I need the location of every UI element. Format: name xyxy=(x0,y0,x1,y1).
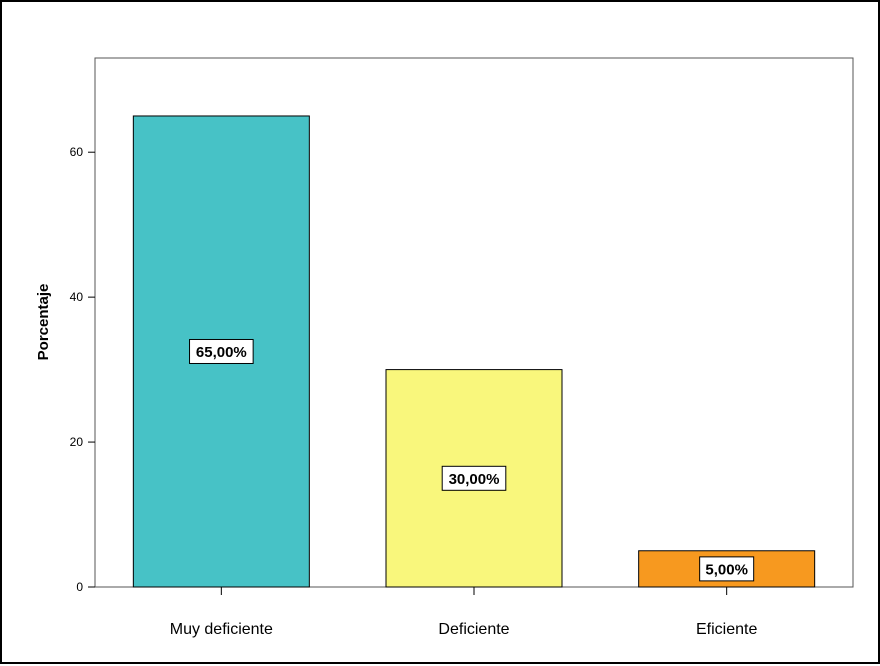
y-axis-title: Porcentaje xyxy=(35,284,52,361)
data-label-box xyxy=(699,556,755,582)
x-category-label: Muy deficiente xyxy=(170,621,273,638)
data-labels: 65,00% 30,00% 5,00% xyxy=(189,338,755,582)
data-label: 5,00% xyxy=(705,561,748,578)
data-label: 65,00% xyxy=(196,344,247,361)
data-label: 30,00% xyxy=(449,471,500,488)
x-axis: Muy deficiente Deficiente Eficiente xyxy=(170,587,757,638)
data-label-box xyxy=(189,338,254,364)
y-tick-label: 60 xyxy=(70,145,84,159)
x-category-label: Deficiente xyxy=(438,621,509,638)
y-axis: 0 20 40 60 xyxy=(70,145,95,594)
y-tick-label: 20 xyxy=(70,435,84,449)
data-label-box xyxy=(441,465,507,491)
y-tick-label: 40 xyxy=(70,290,84,304)
x-category-label: Eficiente xyxy=(696,621,757,638)
y-tick-label: 0 xyxy=(76,580,83,594)
